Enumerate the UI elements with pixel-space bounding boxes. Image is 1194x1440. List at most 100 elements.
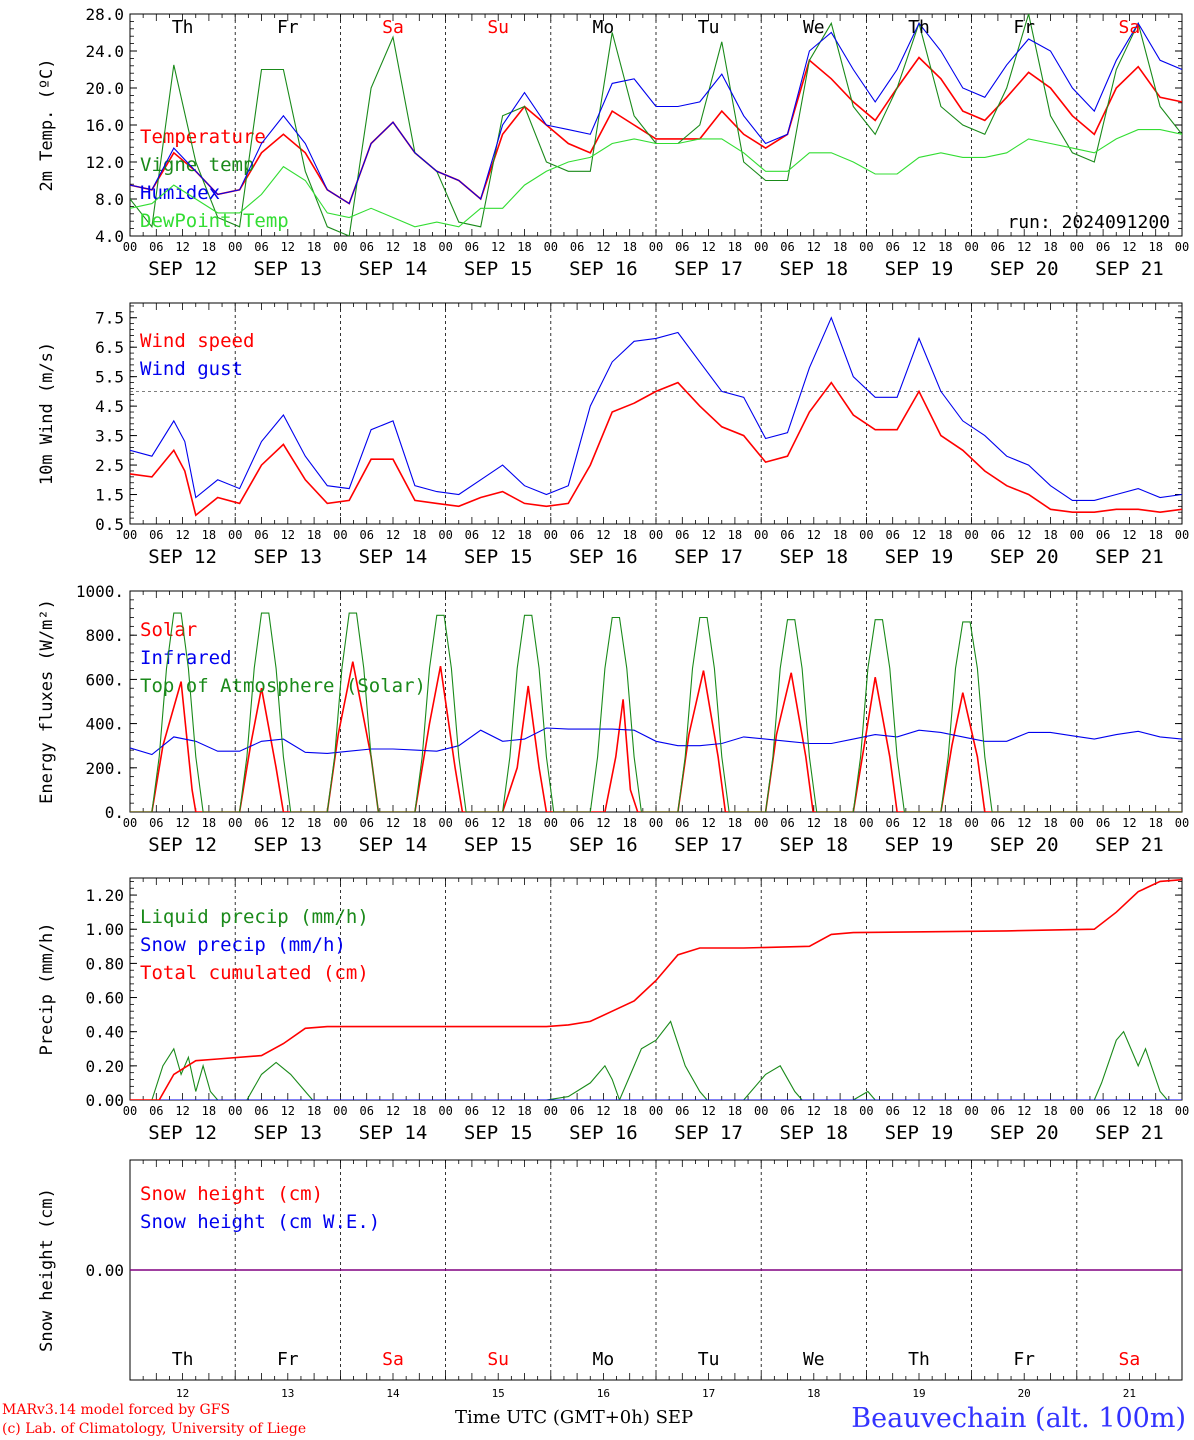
day-abbr-label: Th (172, 17, 194, 38)
day-number-label: 18 (807, 1387, 820, 1400)
x-tick-label: 18 (1148, 816, 1162, 830)
x-tick-label: 06 (885, 528, 899, 542)
x-axis-title: Time UTC (GMT+0h) SEP (455, 1407, 694, 1428)
x-tick-label: 12 (1017, 240, 1031, 254)
legend-entry: Solar (140, 619, 197, 641)
x-tick-label: 12 (1122, 528, 1136, 542)
x-tick-label: 06 (780, 1104, 794, 1118)
date-label: SEP 14 (359, 258, 428, 280)
x-tick-label: 06 (885, 1104, 899, 1118)
x-tick-label: 12 (175, 240, 189, 254)
x-tick-label: 06 (991, 816, 1005, 830)
x-tick-label: 12 (701, 528, 715, 542)
x-tick-label: 12 (912, 816, 926, 830)
day-number-label: 20 (1018, 1387, 1031, 1400)
x-tick-label: 18 (517, 816, 531, 830)
series-line-blue (130, 727, 1182, 756)
legend-entry: Wind gust (140, 358, 243, 380)
y-tick-label: 6.5 (95, 338, 124, 357)
x-tick-label: 00 (123, 240, 137, 254)
x-tick-label: 00 (964, 528, 978, 542)
date-label: SEP 13 (253, 834, 322, 856)
x-tick-label: 00 (754, 240, 768, 254)
x-tick-label: 00 (1175, 816, 1189, 830)
x-tick-label: 18 (833, 1104, 847, 1118)
day-number-label: 21 (1123, 1387, 1136, 1400)
x-tick-label: 18 (1148, 528, 1162, 542)
date-label: SEP 16 (569, 258, 638, 280)
legend-entry: DewPoint Temp (140, 210, 289, 232)
x-tick-label: 00 (649, 240, 663, 254)
legend-entry: Humidex (140, 182, 220, 204)
date-label: SEP 17 (674, 1122, 743, 1144)
x-tick-label: 12 (1017, 1104, 1031, 1118)
y-tick-label: 0.40 (85, 1023, 124, 1042)
y-tick-label: 0.5 (95, 515, 124, 534)
date-label: SEP 20 (990, 546, 1059, 568)
x-tick-label: 06 (359, 240, 373, 254)
date-label: SEP 19 (885, 834, 954, 856)
x-tick-label: 06 (254, 528, 268, 542)
date-label: SEP 15 (464, 834, 533, 856)
y-tick-label: 400. (85, 715, 124, 734)
date-label: SEP 21 (1095, 258, 1164, 280)
legend-entry: Top of Atmosphere (Solar) (140, 675, 426, 697)
x-tick-label: 18 (1148, 240, 1162, 254)
x-tick-label: 06 (1096, 240, 1110, 254)
x-tick-label: 00 (333, 816, 347, 830)
x-tick-label: 06 (991, 1104, 1005, 1118)
x-tick-label: 06 (570, 528, 584, 542)
day-abbr-label: Th (908, 17, 930, 38)
x-tick-label: 18 (728, 528, 742, 542)
x-tick-label: 00 (333, 528, 347, 542)
y-tick-label: 1.20 (85, 886, 124, 905)
y-axis-label: Snow height (cm) (37, 1188, 57, 1352)
x-tick-label: 12 (281, 240, 295, 254)
legend-entry: Temperature (140, 126, 266, 148)
date-label: SEP 20 (990, 834, 1059, 856)
x-tick-label: 12 (596, 1104, 610, 1118)
x-tick-label: 00 (964, 1104, 978, 1118)
day-abbr-label: Sa (382, 1349, 404, 1370)
day-abbr-label: Th (908, 1349, 930, 1370)
x-tick-label: 00 (123, 1104, 137, 1118)
x-tick-label: 18 (202, 240, 216, 254)
x-tick-label: 18 (307, 816, 321, 830)
legend-entry: Liquid precip (mm/h) (140, 906, 369, 928)
date-label: SEP 15 (464, 546, 533, 568)
date-label: SEP 19 (885, 258, 954, 280)
y-tick-label: 0. (105, 803, 124, 822)
x-tick-label: 18 (202, 528, 216, 542)
x-tick-label: 06 (570, 816, 584, 830)
x-tick-label: 18 (622, 816, 636, 830)
x-tick-label: 06 (254, 240, 268, 254)
x-tick-label: 18 (1043, 816, 1057, 830)
date-label: SEP 14 (359, 546, 428, 568)
date-label: SEP 12 (148, 546, 217, 568)
date-label: SEP 12 (148, 258, 217, 280)
x-tick-label: 12 (807, 1104, 821, 1118)
y-tick-label: 5.5 (95, 368, 124, 387)
date-label: SEP 16 (569, 834, 638, 856)
x-tick-label: 00 (1175, 1104, 1189, 1118)
date-label: SEP 21 (1095, 834, 1164, 856)
x-tick-label: 06 (675, 240, 689, 254)
x-tick-label: 18 (1043, 240, 1057, 254)
x-tick-label: 18 (412, 240, 426, 254)
legend-entry: Infrared (140, 647, 232, 669)
x-tick-label: 12 (1017, 528, 1031, 542)
date-label: SEP 17 (674, 834, 743, 856)
day-number-label: 17 (702, 1387, 715, 1400)
x-tick-label: 00 (333, 240, 347, 254)
x-tick-label: 18 (833, 528, 847, 542)
x-tick-label: 06 (465, 816, 479, 830)
y-tick-label: 24.0 (85, 42, 124, 61)
y-tick-label: 0.00 (85, 1261, 124, 1280)
legend-entry: Total cumulated (cm) (140, 962, 369, 984)
day-abbr-label: Fr (277, 17, 299, 38)
series-line-green (130, 1020, 1182, 1100)
date-label: SEP 15 (464, 258, 533, 280)
x-tick-label: 18 (202, 1104, 216, 1118)
x-tick-label: 00 (964, 816, 978, 830)
x-tick-label: 06 (149, 816, 163, 830)
